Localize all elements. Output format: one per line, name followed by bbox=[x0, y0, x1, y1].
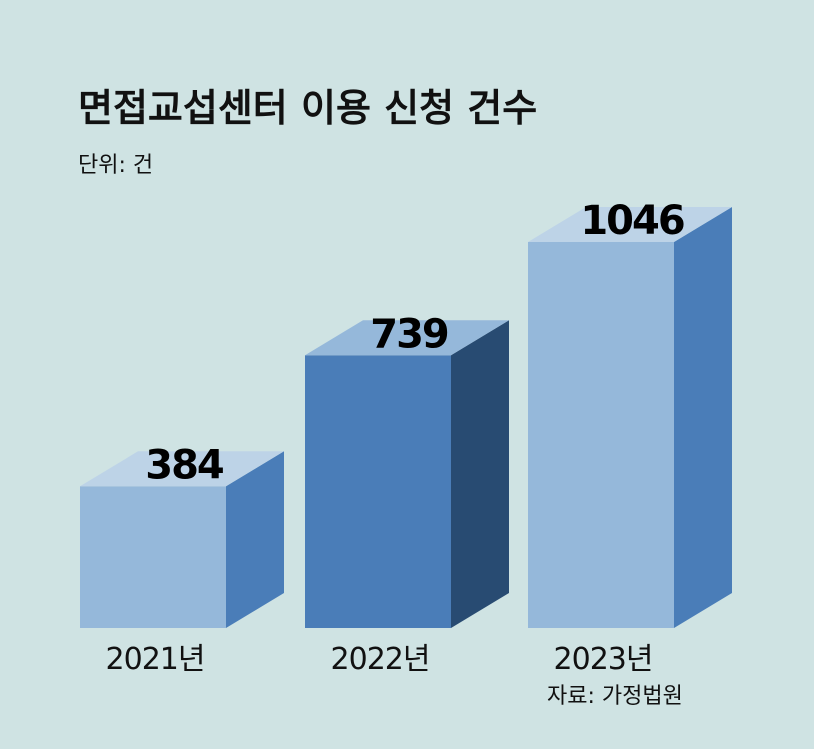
chart-title: 면접교섭센터 이용 신청 건수 bbox=[78, 86, 537, 130]
value-label: 384 bbox=[145, 442, 223, 488]
bar-side bbox=[226, 451, 284, 628]
bar-top bbox=[80, 451, 284, 487]
category-label: 2022년 bbox=[331, 642, 430, 677]
bar-top bbox=[528, 207, 732, 242]
chart-source: 자료: 가정법원 bbox=[547, 684, 683, 709]
category-label: 2023년 bbox=[554, 642, 653, 677]
bar-front bbox=[305, 355, 451, 628]
bar-2022년: 739 2022년 bbox=[305, 311, 509, 677]
value-label: 739 bbox=[370, 311, 448, 357]
bar-front bbox=[80, 486, 226, 628]
bars-group: 384 2021년 739 2022년 1046 2023년 bbox=[80, 198, 732, 677]
bar-2021년: 384 2021년 bbox=[80, 442, 284, 677]
bar-2023년: 1046 2023년 bbox=[528, 198, 732, 677]
bar-front bbox=[528, 242, 674, 628]
bar-top bbox=[305, 320, 509, 356]
bar-side bbox=[451, 320, 509, 628]
category-label: 2021년 bbox=[106, 642, 205, 677]
chart-unit: 단위: 건 bbox=[78, 153, 153, 178]
value-label: 1046 bbox=[580, 198, 683, 244]
bar-side bbox=[674, 207, 732, 628]
